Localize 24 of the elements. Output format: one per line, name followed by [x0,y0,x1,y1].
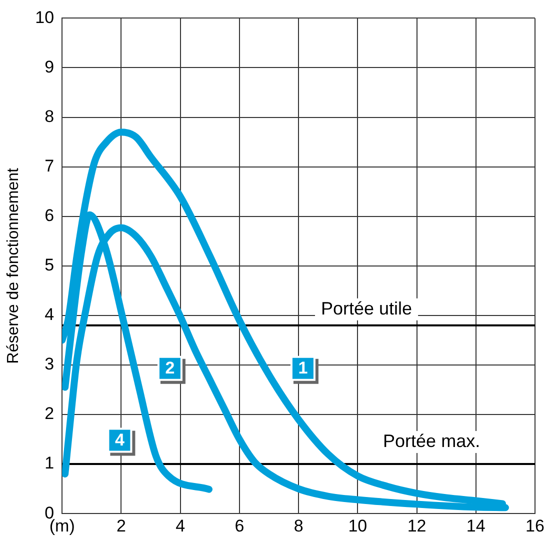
series-label: 4 [114,430,125,450]
y-tick-label: 5 [44,256,54,275]
x-tick-label: 2 [116,516,126,536]
x-tick-label: 12 [407,516,426,536]
y-tick-label: 8 [44,106,54,126]
y-tick-label: 6 [44,206,54,226]
x-tick-label: 16 [526,516,544,536]
y-tick-label: 4 [44,305,54,324]
x-tick-label: 10 [348,516,368,536]
x-tick-label: 4 [176,516,186,536]
y-tick-label: 2 [44,404,54,424]
ref-line-label: Portée utile [321,298,412,318]
series-label: 2 [165,358,175,378]
y-tick-label: 10 [35,8,54,27]
x-tick-label: 14 [466,516,486,536]
y-axis-title: Réserve de fonctionnement [5,168,22,364]
y-tick-label: 9 [44,57,54,76]
x-tick-label: 6 [234,516,244,536]
y-tick-label: 1 [44,454,54,473]
ref-line-label: Portée max. [383,431,480,452]
x-tick-label: 8 [294,516,304,536]
series-label: 1 [298,358,308,378]
y-tick-label: 3 [44,354,54,374]
y-tick-label: 7 [44,156,54,176]
